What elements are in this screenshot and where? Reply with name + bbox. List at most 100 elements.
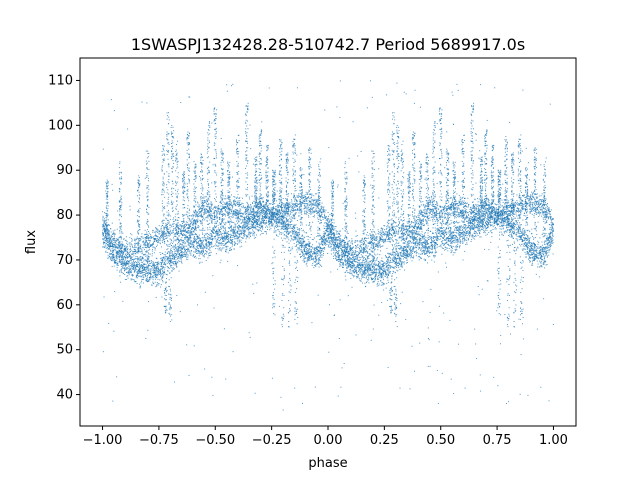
data-point (103, 234, 105, 236)
data-point (533, 210, 535, 212)
data-point (523, 214, 525, 216)
data-point (432, 195, 434, 197)
data-point (418, 231, 420, 233)
data-point (163, 272, 165, 274)
data-point (508, 219, 510, 221)
data-point (172, 268, 174, 270)
data-point (204, 211, 206, 213)
data-point (292, 208, 294, 210)
chart-title: 1SWASPJ132428.28-510742.7 Period 5689917… (131, 35, 525, 54)
data-point (149, 253, 151, 255)
data-point (229, 227, 231, 229)
data-point (420, 238, 422, 240)
data-point (124, 250, 126, 252)
data-point (466, 231, 468, 233)
data-point (209, 203, 211, 205)
data-point (174, 247, 176, 249)
data-point (182, 255, 184, 257)
data-point (169, 234, 171, 236)
data-point (512, 203, 514, 205)
data-point (116, 264, 118, 266)
data-point (352, 248, 354, 250)
data-point (289, 232, 291, 234)
data-point (269, 217, 271, 219)
data-point (413, 239, 415, 241)
data-point (529, 204, 531, 206)
data-point (387, 226, 389, 228)
data-point (415, 220, 417, 222)
data-point (136, 265, 138, 267)
data-point (483, 217, 485, 219)
data-point (271, 223, 273, 225)
data-point (293, 237, 295, 239)
data-point (212, 238, 214, 239)
data-point (320, 251, 322, 253)
data-point (308, 250, 310, 252)
data-point (300, 256, 302, 258)
data-point (505, 212, 507, 214)
data-point (217, 233, 219, 235)
data-point (307, 257, 309, 259)
data-point (491, 217, 493, 219)
data-point (337, 260, 339, 262)
data-point (325, 216, 327, 218)
data-point (280, 228, 282, 230)
data-point (548, 234, 550, 236)
data-point (170, 254, 172, 256)
data-point (139, 247, 141, 249)
data-point (286, 199, 288, 201)
data-point (367, 279, 369, 281)
data-point (416, 231, 418, 233)
data-point (209, 244, 211, 246)
data-point (443, 206, 445, 208)
data-point (173, 239, 175, 241)
data-point (389, 261, 391, 263)
data-point (478, 220, 480, 222)
data-point (519, 235, 521, 237)
data-point (252, 225, 254, 227)
data-point (423, 236, 425, 238)
data-point (314, 212, 316, 214)
data-point (435, 214, 437, 216)
data-point (447, 206, 449, 208)
data-point (341, 264, 343, 266)
data-point (322, 217, 324, 219)
data-point (497, 215, 499, 217)
data-point (511, 229, 513, 231)
data-point (158, 237, 160, 239)
data-point (111, 260, 113, 262)
data-point (284, 213, 286, 215)
data-point (428, 247, 430, 249)
data-point (356, 266, 358, 268)
data-point (305, 244, 307, 246)
data-point (282, 206, 284, 208)
data-point (285, 228, 287, 230)
data-point (469, 234, 471, 236)
data-point (174, 268, 175, 270)
data-point (172, 268, 174, 270)
data-point (326, 218, 328, 220)
data-point (287, 222, 289, 224)
data-point (128, 270, 130, 272)
data-point (396, 265, 398, 267)
data-point (538, 201, 540, 203)
data-point (315, 203, 317, 205)
data-point (388, 233, 390, 235)
data-point (127, 254, 129, 255)
data-point (247, 222, 249, 224)
data-point (439, 211, 441, 213)
data-point (481, 213, 483, 215)
data-point (481, 222, 483, 224)
data-point (199, 205, 201, 207)
data-point (495, 228, 497, 230)
data-point (309, 242, 311, 244)
data-point (442, 239, 444, 241)
data-point (137, 243, 139, 245)
data-point (470, 212, 472, 214)
data-point (257, 230, 259, 232)
data-point (449, 232, 451, 234)
data-point (198, 255, 200, 257)
data-point (550, 209, 552, 211)
data-point (238, 204, 240, 206)
data-point (508, 225, 510, 227)
